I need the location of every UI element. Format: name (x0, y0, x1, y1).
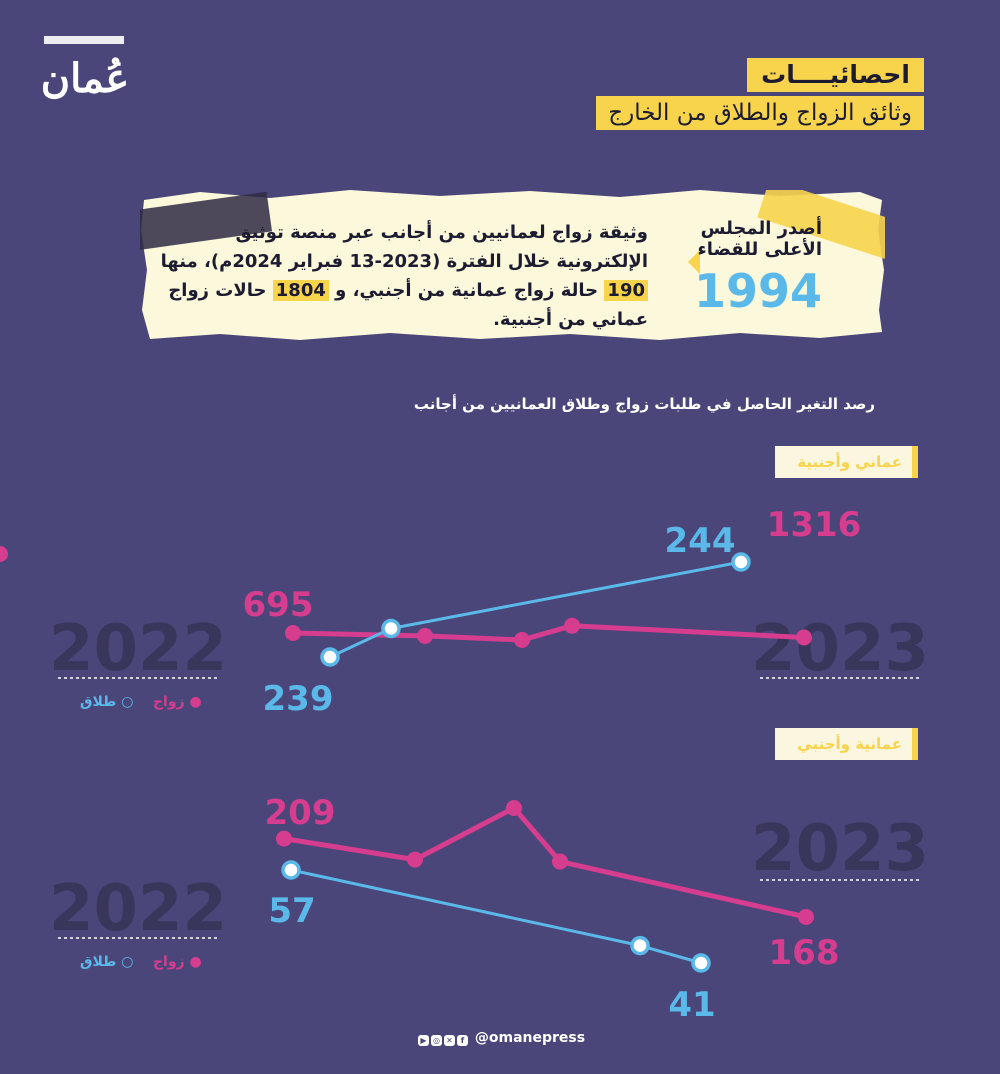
chart1-divorce-line (329, 560, 742, 659)
note-text: وثيقة زواج لعمانيين من أجانب عبر منصة تو… (150, 218, 648, 334)
legend2-divorce-label: طلاق (80, 954, 117, 970)
chart2: 2023 2022 209 168 57 41 (49, 793, 929, 1025)
legend-divorce-label: طلاق (80, 694, 117, 710)
legend2-marriage-icon: ● (189, 954, 202, 970)
chart1-marriage-point-3 (564, 617, 580, 634)
chart2-divorce-point-2 (691, 953, 711, 973)
chart1-divorce-point-0 (320, 647, 340, 667)
note-text-3: حالات زواج عماني من أجنبية. (168, 280, 648, 330)
chart1: 2022 2023 695 1316 239 244 (0, 505, 929, 719)
chart2-divorce-end-label: 41 (668, 985, 715, 1025)
note-text-2: حالة زواج عمانية من أجنبي، و (328, 280, 605, 301)
footer-handle[interactable]: @omanepress (474, 1030, 586, 1046)
chart2-divorce-start-label: 57 (268, 891, 315, 931)
chart1-divorce-start-label: 239 (263, 679, 334, 719)
chart2-marriage-point-0 (276, 830, 292, 847)
chart2-marriage-point-4 (798, 909, 814, 925)
note-text-1: وثيقة زواج لعمانيين من أجانب عبر منصة تو… (160, 222, 648, 272)
chart1-marriage-end-label: 1316 (767, 505, 862, 545)
chart2-marriage-end-label: 168 (769, 933, 840, 973)
chart2-marriage-point-2 (506, 800, 522, 816)
note-highlight-190: 190 (604, 280, 648, 301)
legend-marriage-icon: ● (189, 694, 202, 710)
chart1-marriage-point-5 (0, 546, 8, 562)
x-icon[interactable]: ✕ (444, 1035, 455, 1046)
chart1-legend: ● زواج ○ طلاق (80, 694, 202, 710)
paper-note (140, 190, 885, 340)
chart1-title: عماني وأجنبية (775, 446, 918, 478)
chart1-year-end: 2023 (751, 612, 929, 686)
chart2-year-start: 2022 (49, 872, 227, 946)
legend-marriage-label: زواج (152, 694, 185, 710)
chart2-divorce-point-0 (281, 860, 301, 880)
chart1-year-start: 2022 (49, 612, 227, 686)
chart2-legend: ● زواج ○ طلاق (80, 954, 202, 970)
chart2-marriage-start-label: 209 (265, 793, 336, 833)
chart2-title: عمانية وأجنبي (775, 728, 918, 760)
header-title: احصائيــــات (747, 58, 924, 92)
chart1-divorce-point-2 (731, 552, 751, 572)
logo: عُمان (40, 30, 130, 110)
chart2-marriage-point-3 (552, 853, 568, 870)
facebook-icon[interactable]: f (457, 1035, 468, 1046)
chart2-marriage-line (283, 805, 807, 920)
section-subtitle: رصد التغير الحاصل في طلبات زواج وطلاق ال… (413, 395, 875, 413)
legend2-marriage-label: زواج (152, 954, 185, 970)
instagram-icon[interactable]: ◎ (431, 1035, 442, 1046)
chart1-marriage-point-1 (417, 627, 433, 644)
note-lead: أصدر المجلس الأعلى للقضاء (697, 218, 822, 260)
chart1-marriage-point-2 (514, 632, 530, 648)
note-number: 1994 (693, 264, 822, 318)
chart2-marriage-point-1 (407, 851, 423, 868)
chart1-marriage-point-0 (285, 625, 301, 642)
note-highlight-1804: 1804 (272, 280, 329, 301)
chart2-divorce-point-1 (630, 935, 650, 956)
header-subtitle: وثائق الزواج والطلاق من الخارج (596, 96, 924, 130)
logo-text: عُمان (41, 55, 130, 102)
chart1-marriage-start-label: 695 (243, 585, 314, 625)
chart1-divorce-point-1 (381, 618, 401, 639)
chart1-divorce-end-label: 244 (665, 521, 736, 561)
legend-divorce-icon: ○ (121, 694, 134, 710)
youtube-icon[interactable]: ▶ (418, 1035, 429, 1046)
chart1-marriage-point-4 (796, 629, 812, 646)
legend2-divorce-icon: ○ (121, 954, 134, 970)
footer: ▶ ◎ ✕ f @omanepress (418, 1030, 585, 1046)
chart2-year-end: 2023 (751, 812, 929, 886)
